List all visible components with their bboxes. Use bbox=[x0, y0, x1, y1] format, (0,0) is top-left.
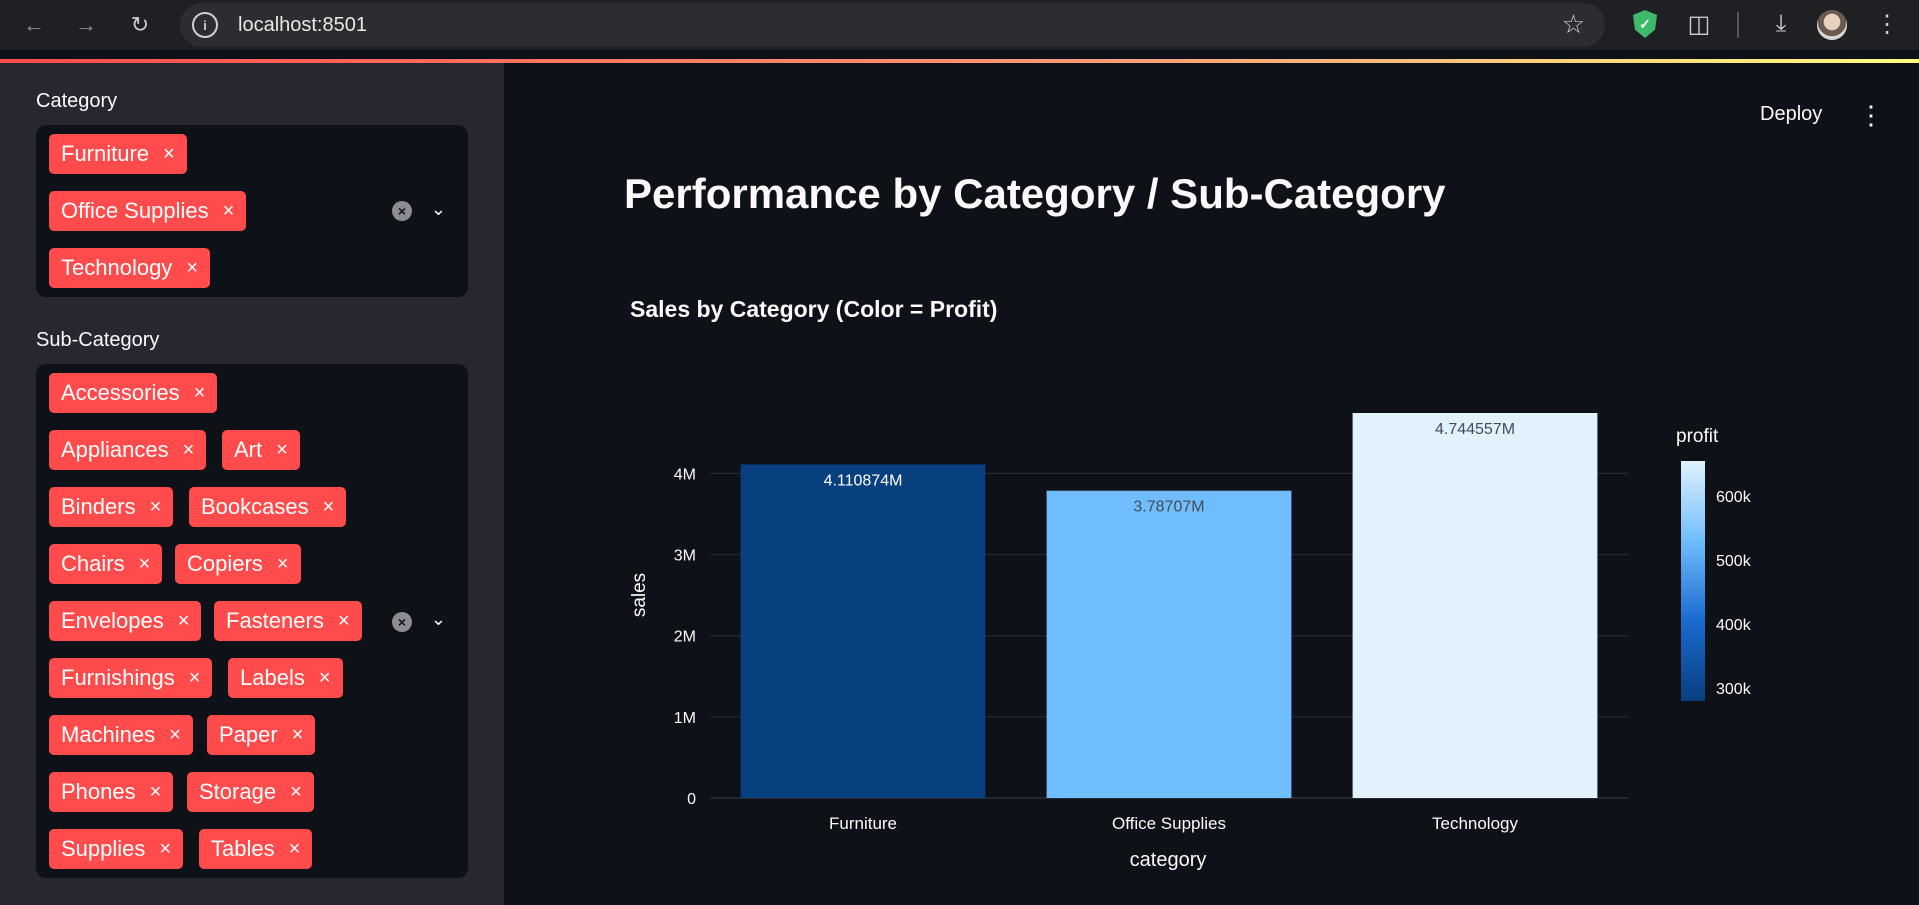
chip-remove-icon[interactable]: × bbox=[318, 666, 331, 689]
clear-all-icon[interactable]: × bbox=[392, 201, 412, 221]
chip-remove-icon[interactable]: × bbox=[159, 837, 172, 860]
x-tick-label: Furniture bbox=[829, 814, 897, 833]
colorbar-title: profit bbox=[1676, 426, 1719, 447]
colorbar-gradient bbox=[1681, 461, 1705, 701]
url-text[interactable]: localhost:8501 bbox=[238, 13, 367, 36]
chip-tables[interactable]: Tables × bbox=[199, 829, 313, 869]
chip-remove-icon[interactable]: × bbox=[291, 723, 304, 746]
download-icon[interactable]: ⤓ bbox=[1775, 10, 1787, 37]
main-menu-icon[interactable]: ⋮ bbox=[1858, 100, 1884, 130]
back-icon[interactable]: ← bbox=[23, 12, 45, 37]
clear-all-icon[interactable]: × bbox=[392, 612, 412, 632]
site-info-icon[interactable]: i bbox=[192, 12, 218, 38]
chip-remove-icon[interactable]: × bbox=[188, 666, 201, 689]
y-axis-label: sales bbox=[629, 573, 650, 617]
y-tick-label: 2M bbox=[674, 629, 696, 646]
chip-remove-icon[interactable]: × bbox=[276, 438, 288, 461]
chip-remove-icon[interactable]: × bbox=[138, 552, 151, 575]
y-tick-label: 0 bbox=[687, 791, 696, 808]
chart-title: Sales by Category (Color = Profit) bbox=[630, 296, 998, 322]
chip-phones[interactable]: Phones × bbox=[49, 772, 174, 812]
chip-remove-icon[interactable]: × bbox=[182, 438, 195, 461]
reload-icon[interactable]: ↻ bbox=[130, 12, 150, 37]
colorbar-tick-label: 500k bbox=[1716, 553, 1752, 570]
bar-data-label: 4.744557M bbox=[1435, 421, 1515, 438]
chip-remove-icon[interactable]: × bbox=[288, 837, 301, 860]
chip-remove-icon[interactable]: × bbox=[169, 723, 181, 746]
chip-furnishings[interactable]: Furnishings × bbox=[49, 658, 213, 698]
chip-bookcases[interactable]: Bookcases × bbox=[189, 487, 347, 527]
bookmark-star-icon[interactable]: ☆ bbox=[1561, 9, 1585, 39]
chip-remove-icon[interactable]: × bbox=[193, 381, 206, 404]
page-title: Performance by Category / Sub-Category bbox=[624, 170, 1446, 217]
profile-avatar[interactable] bbox=[1817, 10, 1847, 40]
category-label: Category bbox=[36, 90, 118, 112]
chip-remove-icon[interactable]: × bbox=[149, 495, 162, 518]
extensions-puzzle-icon[interactable]: ◫ bbox=[1687, 10, 1711, 38]
chip-remove-icon[interactable]: × bbox=[322, 495, 335, 518]
subcategory-label: Sub-Category bbox=[36, 329, 160, 351]
chip-remove-icon[interactable]: × bbox=[222, 199, 235, 222]
chip-remove-icon[interactable]: × bbox=[276, 552, 289, 575]
subcategory-multiselect[interactable]: Accessories × Appliances × Art × Binders × B… bbox=[36, 364, 468, 878]
y-tick-labels: 0 1M 2M 3M 4M bbox=[674, 466, 696, 808]
x-tick-labels: Furniture Office Supplies Technology bbox=[829, 814, 1519, 833]
toolbar-divider bbox=[1737, 12, 1739, 38]
y-tick-label: 3M bbox=[674, 548, 696, 565]
forward-icon[interactable]: → bbox=[75, 12, 97, 37]
chip-art[interactable]: Art × bbox=[222, 430, 300, 470]
chevron-down-icon[interactable]: ⌄ bbox=[430, 609, 446, 629]
chip-remove-icon[interactable]: × bbox=[177, 609, 190, 632]
colorbar-tick-label: 600k bbox=[1716, 489, 1752, 506]
colorbar-tick-label: 400k bbox=[1716, 617, 1752, 634]
app-header-decoration bbox=[0, 59, 1919, 63]
browser-toolbar: ← → ↻ i localhost:8501 ☆ ✓ ◫ ⤓ ⋮ bbox=[0, 0, 1919, 50]
bar-office-supplies bbox=[1046, 490, 1292, 798]
y-tick-label: 1M bbox=[674, 710, 696, 727]
chevron-down-icon[interactable]: ⌄ bbox=[430, 199, 446, 219]
chip-appliances[interactable]: Appliances × bbox=[49, 430, 207, 470]
chip-supplies[interactable]: Supplies × bbox=[49, 829, 184, 869]
chip-remove-icon[interactable]: × bbox=[163, 142, 175, 165]
chip-remove-icon[interactable]: × bbox=[290, 780, 302, 803]
chip-accessories[interactable]: Accessories × bbox=[49, 373, 218, 413]
deploy-button[interactable]: Deploy bbox=[1760, 103, 1823, 125]
shield-extension-icon[interactable]: ✓ bbox=[1627, 6, 1663, 42]
chip-copiers[interactable]: Copiers × bbox=[175, 544, 301, 584]
chart-bars: 4.110874M 3.78707M 4.744557M bbox=[740, 413, 1598, 798]
chip-remove-icon[interactable]: × bbox=[337, 609, 350, 632]
chip-machines[interactable]: Machines × bbox=[49, 715, 193, 755]
chip-binders[interactable]: Binders × bbox=[49, 487, 174, 527]
x-tick-label: Technology bbox=[1432, 814, 1519, 833]
y-tick-label: 4M bbox=[674, 466, 696, 483]
chip-envelopes[interactable]: Envelopes × bbox=[49, 601, 202, 641]
browser-menu-icon[interactable]: ⋮ bbox=[1875, 10, 1899, 38]
x-axis-label: category bbox=[1130, 849, 1207, 871]
x-tick-label: Office Supplies bbox=[1112, 814, 1226, 833]
chip-remove-icon[interactable]: × bbox=[149, 780, 162, 803]
bar-furniture bbox=[740, 464, 986, 798]
address-bar[interactable]: i localhost:8501 ☆ bbox=[180, 3, 1605, 47]
chip-storage[interactable]: Storage × bbox=[187, 772, 314, 812]
chip-paper[interactable]: Paper × bbox=[207, 715, 316, 755]
sales-bar-chart[interactable]: 4.110874M 3.78707M 4.744557M 0 1M 2M 3M 4M Fur… bbox=[604, 400, 1804, 880]
chip-technology[interactable]: Technology × bbox=[49, 248, 210, 288]
chip-labels[interactable]: Labels × bbox=[228, 658, 343, 698]
chip-furniture[interactable]: Furniture × bbox=[49, 134, 187, 174]
profit-colorbar: profit 600k 500k 400k 300k bbox=[1676, 426, 1752, 701]
category-multiselect[interactable]: Furniture × Office Supplies × Technology × … bbox=[36, 125, 468, 297]
colorbar-tick-label: 300k bbox=[1716, 681, 1752, 698]
chip-chairs[interactable]: Chairs × bbox=[49, 544, 163, 584]
bar-technology bbox=[1352, 413, 1598, 798]
bar-data-label: 3.78707M bbox=[1133, 499, 1204, 516]
chip-fasteners[interactable]: Fasteners × bbox=[214, 601, 362, 641]
chip-office-supplies[interactable]: Office Supplies × bbox=[49, 191, 247, 231]
chip-remove-icon[interactable]: × bbox=[186, 256, 198, 279]
bar-data-label: 4.110874M bbox=[824, 472, 903, 489]
